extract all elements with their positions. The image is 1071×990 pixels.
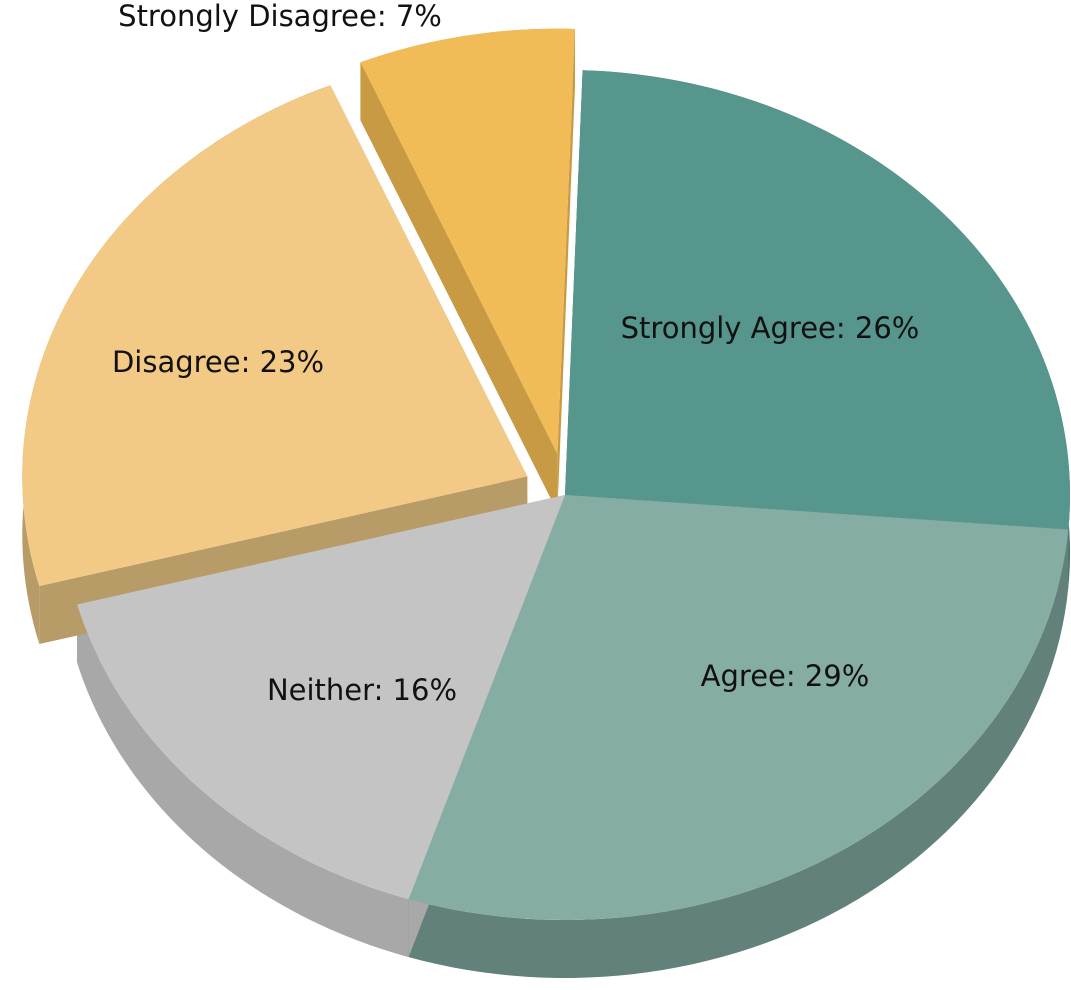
slice-wall-strongly-disagree-1 bbox=[557, 28, 575, 512]
slice-label-disagree: Disagree: 23% bbox=[112, 345, 324, 379]
slice-label-neither: Neither: 16% bbox=[267, 673, 457, 707]
slice-label-strongly-agree: Strongly Agree: 26% bbox=[621, 311, 920, 345]
slice-neither bbox=[77, 495, 565, 900]
pie-labels: Strongly Agree: 26% Agree: 29% Neither: 16… bbox=[112, 0, 919, 707]
slice-side-neither bbox=[77, 604, 409, 958]
pie-slices bbox=[22, 28, 1071, 921]
slice-side-agree bbox=[408, 529, 1069, 978]
slice-strongly-disagree bbox=[360, 28, 575, 454]
slice-agree bbox=[408, 495, 1069, 921]
slice-label-strongly-disagree: Strongly Disagree: 7% bbox=[118, 0, 442, 33]
slice-strongly-agree bbox=[565, 70, 1071, 530]
slice-disagree bbox=[22, 85, 528, 587]
slice-label-agree: Agree: 29% bbox=[701, 659, 870, 693]
slice-wall-strongly-disagree-0 bbox=[360, 62, 558, 512]
